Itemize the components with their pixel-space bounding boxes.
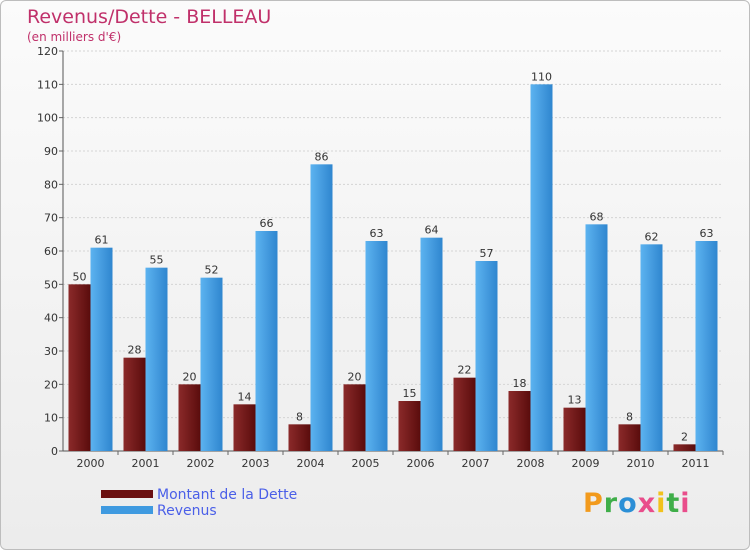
y-tick-label: 10 [44, 412, 58, 425]
data-label-revenue: 52 [205, 264, 219, 277]
data-label-revenue: 63 [370, 227, 384, 240]
data-label-revenue: 68 [590, 210, 604, 223]
bar-revenue [255, 231, 278, 451]
bar-debt [508, 391, 531, 451]
logo-letter: r [603, 488, 619, 519]
data-label-debt: 13 [568, 394, 582, 407]
data-label-debt: 8 [626, 410, 633, 423]
y-tick-label: 0 [51, 445, 58, 458]
bar-revenue [200, 277, 223, 451]
y-tick-label: 60 [44, 245, 58, 258]
legend-swatch-revenue [101, 506, 153, 514]
legend-label-revenue: Revenus [157, 503, 217, 519]
x-tick-label: 2001 [132, 457, 160, 470]
data-label-revenue: 63 [700, 227, 714, 240]
bars [68, 84, 718, 452]
logo-letter: i [680, 488, 691, 519]
x-tick-label: 2004 [297, 457, 325, 470]
bar-revenue [530, 84, 553, 451]
y-tick-label: 110 [37, 78, 58, 91]
x-tick-label: 2000 [77, 457, 105, 470]
data-label-debt: 22 [458, 364, 472, 377]
x-tick-label: 2005 [352, 457, 380, 470]
y-tick-label: 120 [37, 45, 58, 58]
data-label-debt: 28 [128, 344, 142, 357]
data-label-revenue: 64 [425, 224, 439, 237]
chart-title: Revenus/Dette - BELLEAU [27, 6, 272, 28]
bar-debt [398, 401, 421, 451]
y-tick-label: 50 [44, 278, 58, 291]
data-label-revenue: 57 [480, 247, 494, 260]
data-label-debt: 18 [513, 377, 527, 390]
bar-revenue [475, 261, 498, 451]
x-tick-label: 2002 [187, 457, 215, 470]
axes [59, 50, 724, 455]
y-tick-label: 70 [44, 212, 58, 225]
data-label-debt: 8 [296, 410, 303, 423]
bar-revenue [310, 164, 333, 452]
x-tick-label: 2006 [407, 457, 435, 470]
bar-debt [563, 407, 586, 451]
legend-label-debt: Montant de la Dette [157, 487, 298, 503]
data-label-debt: 2 [681, 430, 688, 443]
logo-letter: P [583, 488, 604, 519]
y-tick-label: 20 [44, 378, 58, 391]
data-label-debt: 15 [403, 387, 417, 400]
bar-debt [288, 424, 311, 451]
bar-debt [123, 357, 146, 451]
data-label-revenue: 62 [645, 230, 659, 243]
x-tick-label: 2009 [572, 457, 600, 470]
bar-debt [618, 424, 641, 451]
logo-letter: i [656, 488, 667, 519]
bar-revenue [145, 267, 168, 451]
data-label-debt: 20 [183, 370, 197, 383]
y-tick-label: 30 [44, 345, 58, 358]
data-label-revenue: 110 [531, 70, 552, 83]
bar-debt [343, 384, 366, 451]
bar-debt [673, 444, 696, 451]
x-tick-label: 2007 [462, 457, 490, 470]
data-label-revenue: 66 [260, 217, 274, 230]
bar-debt [233, 404, 256, 451]
data-label-debt: 50 [73, 270, 87, 283]
labels: 0 10 20 30 40 50 60 70 80 90 100 110 120 2000 50 61 2001… [37, 45, 714, 470]
x-tick-label: 2010 [627, 457, 655, 470]
legend-swatch-debt [101, 490, 153, 498]
y-tick-label: 90 [44, 145, 58, 158]
x-tick-label: 2003 [242, 457, 270, 470]
bar-debt [453, 377, 476, 451]
x-tick-label: 2008 [517, 457, 545, 470]
chart-subtitle: (en milliers d'€) [27, 30, 122, 44]
data-label-debt: 14 [238, 390, 252, 403]
x-tick-label: 2011 [682, 457, 710, 470]
logo-letter: o [618, 488, 638, 519]
y-tick-label: 40 [44, 312, 58, 325]
grid-lines [63, 50, 723, 419]
bar-revenue [365, 241, 388, 451]
data-label-revenue: 61 [95, 234, 109, 247]
data-label-revenue: 55 [150, 254, 164, 267]
bar-debt [178, 384, 201, 451]
proxiti-logo: Proxiti [583, 488, 691, 519]
data-label-revenue: 86 [315, 150, 329, 163]
data-label-debt: 20 [348, 370, 362, 383]
bar-revenue [585, 224, 608, 451]
bar-revenue [640, 244, 663, 451]
y-tick-label: 80 [44, 178, 58, 191]
bar-revenue [90, 247, 113, 451]
bar-revenue [420, 237, 443, 451]
logo-letter: x [637, 488, 657, 519]
bar-debt [68, 284, 91, 451]
logo-letter: t [666, 488, 681, 519]
y-tick-label: 100 [37, 112, 58, 125]
bar-revenue [695, 241, 718, 451]
